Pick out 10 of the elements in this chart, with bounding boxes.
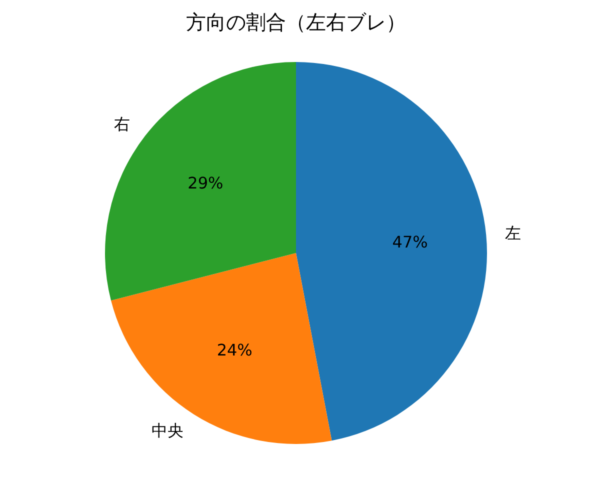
data-label: 24% xyxy=(216,340,252,360)
pie-slice xyxy=(105,62,296,300)
slice-label: 中央 xyxy=(151,420,184,440)
chart-title: 方向の割合（左右ブレ） xyxy=(185,9,407,36)
slice-label: 右 xyxy=(114,114,130,134)
pie-slice xyxy=(111,253,332,444)
data-label: 29% xyxy=(188,173,224,192)
data-label: 47% xyxy=(392,232,428,252)
slice-label: 左 xyxy=(505,224,522,243)
pie-slice xyxy=(296,62,487,441)
